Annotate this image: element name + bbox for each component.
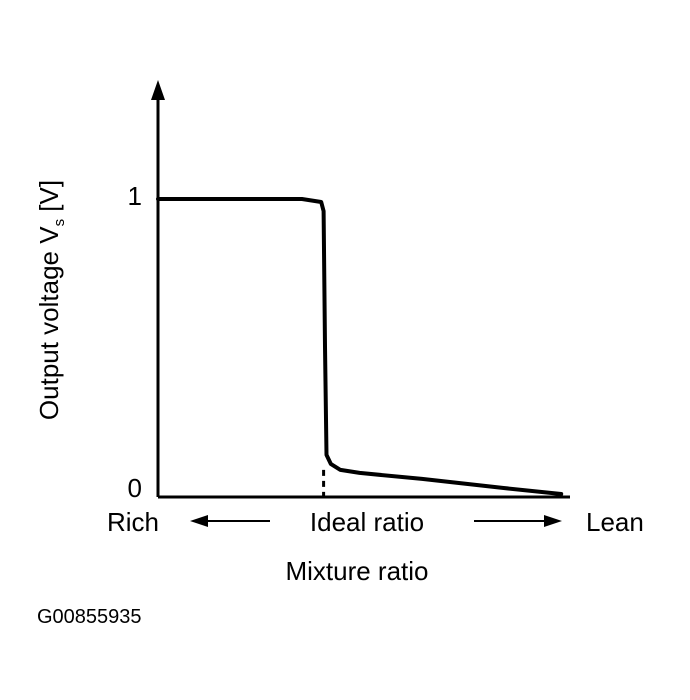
y-axis-label: Output voltage Vs [V] [34, 180, 68, 420]
left-arrow [190, 515, 270, 527]
y-axis-arrowhead [151, 80, 165, 100]
x-direction-label-ideal: Ideal ratio [310, 507, 424, 537]
x-axis-label: Mixture ratio [285, 556, 428, 586]
figure-id: G00855935 [37, 606, 142, 628]
y-tick-label-1: 1 [128, 181, 142, 211]
x-direction-label-rich: Rich [107, 507, 159, 537]
y-axis-label-main: Output voltage V [34, 226, 64, 420]
y-axis-label-unit: [V] [34, 180, 64, 219]
x-direction-label-lean: Lean [586, 507, 644, 537]
y-tick-label-0: 0 [128, 473, 142, 503]
right-arrow [474, 515, 562, 527]
y-axis-label-subscript: s [51, 219, 68, 227]
axes [156, 96, 570, 499]
series-line [156, 197, 564, 496]
